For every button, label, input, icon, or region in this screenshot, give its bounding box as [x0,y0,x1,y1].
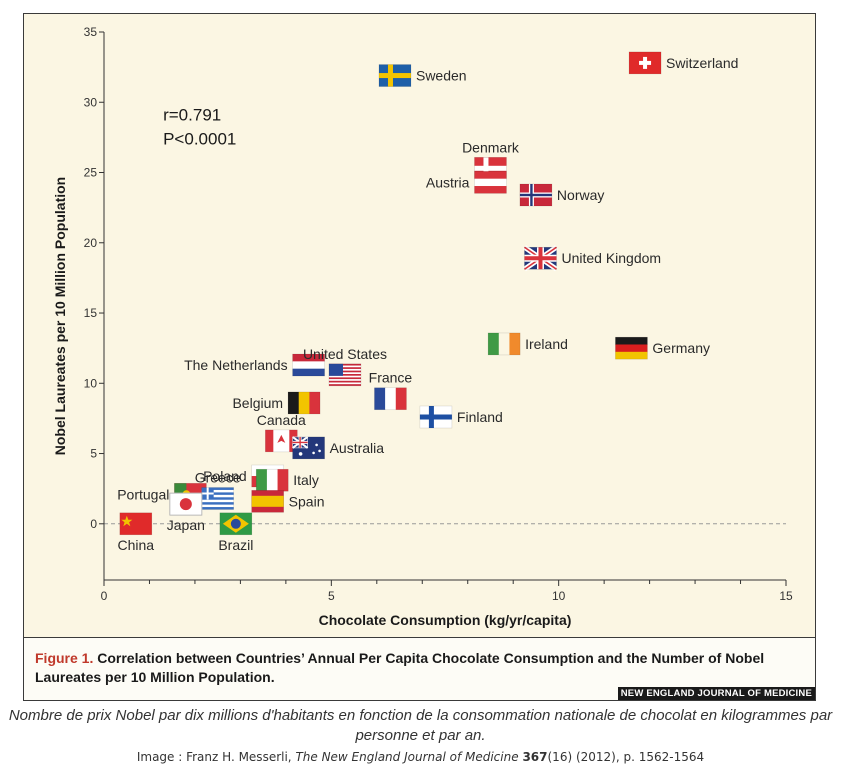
data-label-norway: Norway [557,187,604,203]
data-point-germany: Germany [615,336,710,360]
p-value-label: P<0.0001 [163,129,236,148]
data-point-the-netherlands: The Netherlands [184,353,325,377]
correlation-r-label: r=0.791 [163,106,221,125]
caption-body: Correlation between Countries’ Annual Pe… [35,650,765,685]
data-point-switzerland: Switzerland [628,51,738,75]
x-tick-label: 10 [552,589,566,603]
data-point-united-states: United States [303,346,387,387]
data-point-japan: Japan [167,492,205,533]
data-label-switzerland: Switzerland [666,55,738,71]
data-label-the-netherlands: The Netherlands [184,357,288,373]
caption-text: Figure 1. Correlation between Countries’… [35,649,775,687]
data-label-canada: Canada [257,412,306,428]
scatter-plot: 0 5 10 15 20 25 30 35 0 5 10 15 Chocolate Consumptio… [52,25,793,628]
data-label-finland: Finland [457,409,503,425]
y-tick-label: 25 [84,166,98,180]
caption-label: Figure 1. [35,650,94,666]
credit-volume: 367 [522,750,548,764]
data-point-australia: Australia [292,436,385,460]
y-tick-label: 20 [84,236,98,250]
data-label-japan: Japan [167,517,205,533]
data-label-sweden: Sweden [416,68,467,84]
image-credit: Image : Franz H. Messerli, The New Engla… [0,750,841,764]
data-point-greece: Greece [195,470,241,510]
data-label-denmark: Denmark [462,139,520,155]
y-tick-label: 5 [90,447,97,461]
data-label-china: China [118,537,155,553]
data-point-france: France [369,370,413,411]
data-label-brazil: Brazil [218,537,253,553]
data-label-united-states: United States [303,346,387,362]
data-label-portugal: Portugal [117,486,169,502]
data-label-france: France [369,370,413,386]
y-tick-label: 0 [90,517,97,531]
y-tick-label: 15 [84,306,98,320]
data-label-germany: Germany [652,340,710,356]
data-label-belgium: Belgium [232,395,283,411]
data-point-china: China [118,512,155,553]
data-label-poland: Poland [203,468,247,484]
data-label-united-kingdom: United Kingdom [561,250,661,266]
data-point-austria: Austria [426,171,507,194]
data-point-italy: Italy [255,468,319,492]
data-point-norway: Norway [519,183,604,207]
y-tick-label: 30 [84,95,98,109]
x-tick-label: 15 [779,589,793,603]
y-tick-label: 35 [84,25,98,39]
data-label-austria: Austria [426,174,470,190]
figure-caption: Figure 1. Correlation between Countries’… [24,637,815,700]
data-point-brazil: Brazil [218,512,253,553]
data-point-belgium: Belgium [232,391,321,415]
x-tick-label: 5 [328,589,335,603]
data-label-italy: Italy [293,472,319,488]
data-label-ireland: Ireland [525,336,568,352]
credit-rest: (16) (2012), p. 1562-1564 [547,750,705,764]
credit-journal-title: The New England Journal of Medicine [295,750,519,764]
journal-logo: NEW ENGLAND JOURNAL OF MEDICINE [617,687,815,700]
data-label-spain: Spain [289,493,325,509]
data-point-sweden: Sweden [378,64,467,87]
data-point-finland: Finland [419,405,503,429]
data-label-greece: Greece [195,470,241,486]
credit-prefix: Image : Franz H. Messerli, [136,750,296,764]
data-point-united-kingdom: United Kingdom [523,245,661,272]
y-axis-title: Nobel Laureates per 10 Million Populatio… [52,177,68,456]
data-label-australia: Australia [330,440,385,456]
data-point-ireland: Ireland [487,332,568,356]
x-axis-title: Chocolate Consumption (kg/yr/capita) [319,612,572,628]
y-tick-label: 10 [84,376,98,390]
figure-frame: 0 5 10 15 20 25 30 35 0 5 10 15 Chocolate Consumptio… [23,13,816,701]
french-caption: Nombre de prix Nobel par dix millions d'… [8,707,833,744]
data-point-spain: Spain [251,490,325,513]
x-tick-label: 0 [101,589,108,603]
